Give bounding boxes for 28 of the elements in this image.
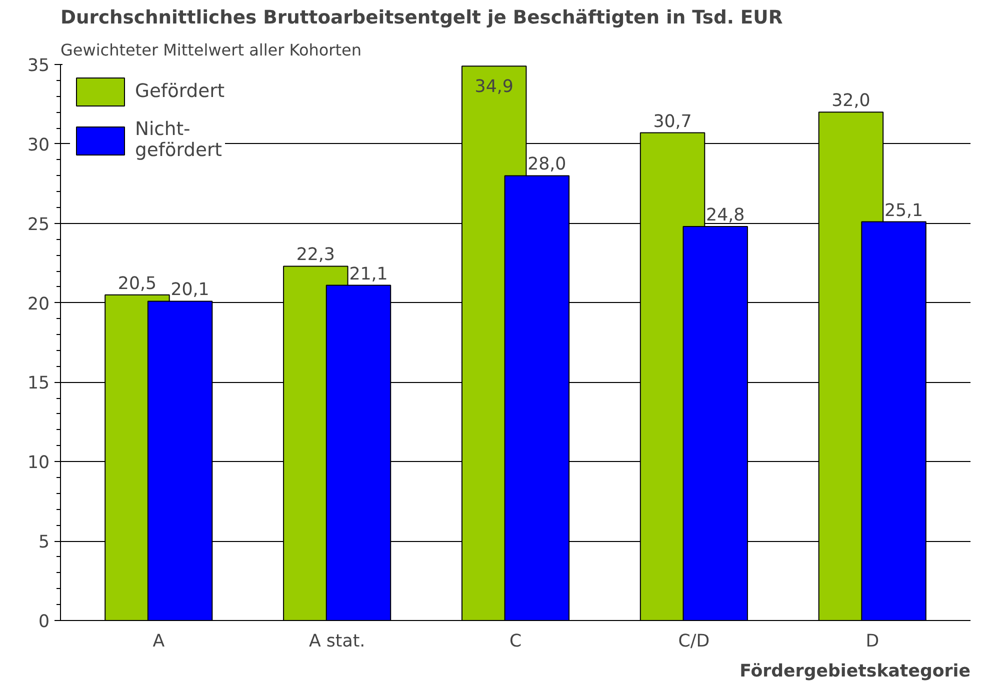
data-label: 30,7: [653, 112, 692, 132]
y-tick-label: 0: [38, 612, 50, 632]
data-label: 34,9: [474, 77, 514, 98]
chart-subtitle: Gewichteter Mittelwert aller Kohorten: [60, 40, 362, 60]
y-tick-label: 25: [27, 214, 50, 235]
x-axis-title: Fördergebietskategorie: [740, 662, 971, 682]
x-tick-label: D: [866, 632, 880, 652]
data-label: 25,1: [884, 200, 924, 221]
x-tick-label: C: [509, 632, 522, 652]
y-tick-label: 20: [27, 294, 50, 314]
chart-title: Durchschnittliches Bruttoarbeitsentgelt je Beschäftigten in Tsd. EUR: [60, 8, 783, 28]
y-tick-label: 30: [27, 135, 50, 156]
data-label: 28,0: [528, 154, 566, 175]
data-label: 20,1: [170, 280, 210, 300]
y-tick-label: 5: [38, 532, 50, 553]
data-label: 22,3: [296, 245, 335, 266]
x-tick-label: A: [152, 632, 165, 652]
legend-label: Nicht- gefördert: [135, 119, 222, 161]
y-tick-label: 15: [27, 374, 50, 394]
data-label: 21,1: [349, 264, 388, 284]
x-tick-label: A stat.: [309, 632, 366, 652]
data-label: 24,8: [706, 206, 745, 226]
y-tick-label: 10: [27, 453, 50, 474]
data-label: 32,0: [832, 91, 870, 112]
legend-label: Gefördert: [135, 81, 225, 102]
y-tick-label: 35: [27, 56, 50, 76]
x-tick-label: C/D: [678, 632, 710, 652]
data-label: 20,5: [118, 274, 157, 294]
